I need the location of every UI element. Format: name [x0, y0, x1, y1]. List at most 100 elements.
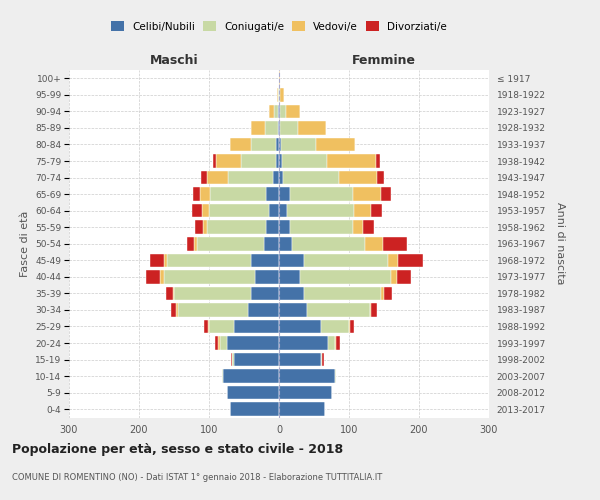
- Bar: [376, 154, 380, 168]
- Bar: [218, 336, 220, 350]
- Bar: [187, 237, 194, 250]
- Bar: [281, 138, 316, 151]
- Bar: [349, 320, 350, 334]
- Bar: [269, 204, 279, 218]
- Text: COMUNE DI ROMENTINO (NO) - Dati ISTAT 1° gennaio 2018 - Elaborazione TUTTITALIA.: COMUNE DI ROMENTINO (NO) - Dati ISTAT 1°…: [12, 472, 382, 482]
- Bar: [283, 171, 338, 184]
- Bar: [211, 188, 266, 201]
- Bar: [354, 204, 371, 218]
- Bar: [328, 154, 376, 168]
- Bar: [335, 336, 337, 350]
- Bar: [279, 303, 307, 316]
- Bar: [279, 220, 290, 234]
- Bar: [170, 303, 176, 316]
- Bar: [173, 286, 174, 300]
- Bar: [279, 72, 280, 85]
- Bar: [280, 121, 298, 134]
- Bar: [149, 254, 163, 267]
- Bar: [279, 370, 335, 383]
- Bar: [292, 237, 365, 250]
- Bar: [216, 154, 241, 168]
- Bar: [353, 188, 380, 201]
- Bar: [220, 336, 227, 350]
- Bar: [212, 154, 216, 168]
- Bar: [269, 104, 274, 118]
- Bar: [203, 220, 207, 234]
- Bar: [195, 220, 203, 234]
- Legend: Celibi/Nubili, Coniugati/e, Vedovi/e, Divorziati/e: Celibi/Nubili, Coniugati/e, Vedovi/e, Di…: [111, 22, 447, 32]
- Bar: [233, 320, 279, 334]
- Bar: [230, 402, 279, 416]
- Bar: [230, 353, 232, 366]
- Bar: [278, 121, 279, 134]
- Bar: [233, 353, 279, 366]
- Bar: [241, 154, 275, 168]
- Bar: [254, 270, 279, 283]
- Bar: [383, 237, 407, 250]
- Bar: [279, 402, 325, 416]
- Bar: [202, 171, 207, 184]
- Text: Popolazione per età, sesso e stato civile - 2018: Popolazione per età, sesso e stato civil…: [12, 442, 343, 456]
- Bar: [215, 336, 218, 350]
- Bar: [266, 220, 279, 234]
- Bar: [397, 270, 410, 283]
- Bar: [275, 138, 279, 151]
- Bar: [227, 336, 279, 350]
- Bar: [279, 336, 328, 350]
- Bar: [380, 286, 384, 300]
- Bar: [391, 270, 397, 283]
- Bar: [380, 188, 391, 201]
- Bar: [304, 254, 388, 267]
- Bar: [371, 303, 377, 316]
- Bar: [280, 104, 286, 118]
- Bar: [321, 353, 322, 366]
- Bar: [298, 121, 326, 134]
- Bar: [163, 254, 167, 267]
- Bar: [167, 254, 251, 267]
- Bar: [279, 154, 282, 168]
- Bar: [279, 270, 300, 283]
- Bar: [287, 204, 354, 218]
- Bar: [370, 303, 371, 316]
- Bar: [290, 188, 353, 201]
- Bar: [278, 104, 279, 118]
- Bar: [398, 254, 422, 267]
- Bar: [227, 386, 279, 400]
- Bar: [230, 138, 251, 151]
- Bar: [279, 286, 304, 300]
- Bar: [174, 286, 251, 300]
- Bar: [279, 353, 321, 366]
- Bar: [279, 254, 304, 267]
- Bar: [178, 303, 248, 316]
- Bar: [248, 303, 279, 316]
- Bar: [176, 303, 178, 316]
- Bar: [251, 286, 279, 300]
- Bar: [251, 138, 275, 151]
- Bar: [353, 220, 363, 234]
- Bar: [166, 286, 173, 300]
- Bar: [286, 104, 300, 118]
- Bar: [279, 138, 281, 151]
- Bar: [204, 320, 208, 334]
- Bar: [160, 270, 163, 283]
- Bar: [191, 204, 202, 218]
- Bar: [221, 370, 223, 383]
- Bar: [280, 88, 284, 102]
- Bar: [200, 188, 211, 201]
- Bar: [279, 171, 283, 184]
- Bar: [279, 104, 280, 118]
- Bar: [328, 336, 335, 350]
- Bar: [275, 154, 279, 168]
- Bar: [278, 88, 279, 102]
- Bar: [207, 171, 228, 184]
- Bar: [197, 237, 263, 250]
- Bar: [279, 237, 292, 250]
- Bar: [207, 220, 266, 234]
- Y-axis label: Anni di nascita: Anni di nascita: [556, 202, 565, 285]
- Bar: [208, 320, 209, 334]
- Bar: [194, 237, 197, 250]
- Bar: [265, 121, 278, 134]
- Bar: [232, 353, 233, 366]
- Bar: [377, 171, 384, 184]
- Bar: [350, 320, 354, 334]
